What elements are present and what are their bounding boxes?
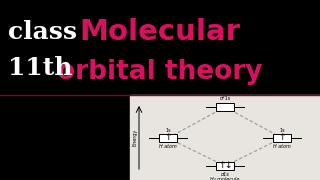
Text: Energy: Energy bbox=[132, 129, 138, 146]
Text: class: class bbox=[8, 20, 77, 44]
Text: 1s: 1s bbox=[279, 127, 285, 132]
Text: 1s: 1s bbox=[165, 127, 171, 132]
Text: ↑: ↑ bbox=[218, 161, 226, 170]
Bar bbox=[273, 134, 291, 142]
Text: ↓: ↓ bbox=[224, 161, 232, 170]
Bar bbox=[216, 162, 234, 170]
Text: ↑: ↑ bbox=[278, 134, 286, 143]
Text: σ1s: σ1s bbox=[220, 172, 229, 177]
Text: Molecular: Molecular bbox=[79, 18, 241, 46]
Bar bbox=[130, 95, 320, 180]
Text: H atom: H atom bbox=[273, 143, 291, 148]
Bar bbox=[216, 103, 234, 111]
Text: 11th: 11th bbox=[8, 56, 73, 80]
Text: H₂ molecule: H₂ molecule bbox=[210, 177, 240, 180]
Text: orbital theory: orbital theory bbox=[57, 59, 263, 85]
Text: σ*1s: σ*1s bbox=[220, 96, 231, 102]
Text: ↑: ↑ bbox=[164, 134, 172, 143]
Text: H atom: H atom bbox=[159, 143, 177, 148]
Bar bbox=[159, 134, 177, 142]
